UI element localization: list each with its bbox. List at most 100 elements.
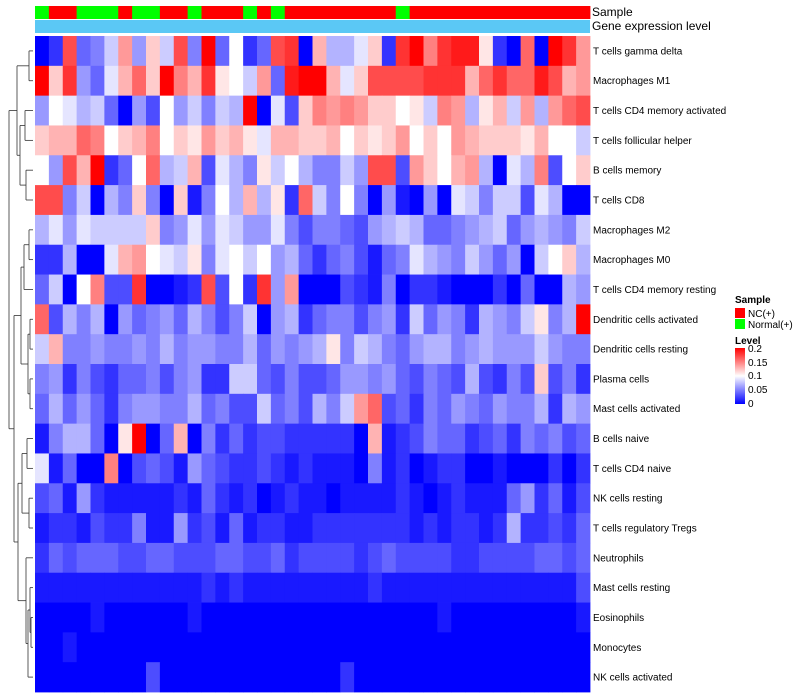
heatmap-cell (118, 453, 133, 484)
heatmap-cell (395, 155, 411, 186)
heatmap-cell (492, 65, 508, 97)
sample-annotation-cell (215, 6, 230, 19)
sample-annotation-cell (368, 6, 383, 19)
heatmap-cell (146, 662, 161, 693)
heatmap-cell (187, 393, 202, 425)
heatmap-cell (201, 244, 216, 275)
heatmap-cell (298, 304, 313, 335)
heatmap-cell (62, 542, 78, 574)
heatmap-cell (187, 274, 202, 305)
heatmap-cell (479, 364, 494, 395)
heatmap-cell (284, 423, 300, 454)
heatmap-cell (451, 334, 466, 365)
heatmap-cell (159, 632, 175, 663)
heatmap-cell (35, 274, 50, 305)
row-label: T cells regulatory Tregs (593, 524, 697, 535)
heatmap-cell (354, 334, 369, 365)
heatmap-cell (354, 65, 369, 97)
heatmap-cell (548, 185, 563, 216)
heatmap-cell (159, 602, 175, 633)
row-label: T cells CD8 (593, 196, 645, 207)
heatmap-cell (479, 542, 494, 574)
sample-annotation-cell (243, 6, 258, 19)
heatmap-cell (506, 364, 522, 395)
heatmap-cell (409, 662, 424, 693)
heatmap-cell (298, 244, 313, 275)
heatmap-cell (548, 632, 563, 663)
heatmap-cell (576, 155, 591, 186)
heatmap-cell (548, 602, 563, 633)
heatmap-cell (437, 95, 452, 126)
heatmap-cell (381, 185, 397, 216)
heatmap-cell (284, 36, 300, 67)
heatmap-cell (423, 364, 438, 395)
sample-annotation-cell (270, 6, 286, 19)
heatmap-cell (548, 214, 563, 246)
heatmap-cell (423, 274, 438, 305)
heatmap-cell (465, 632, 480, 663)
heatmap-cell (409, 185, 424, 216)
heatmap-cell (104, 423, 119, 454)
heatmap-cell (270, 662, 286, 693)
heatmap-cell (187, 572, 202, 603)
heatmap-cell (90, 95, 105, 126)
heatmap-cell (132, 453, 147, 484)
heatmap-cell (562, 36, 577, 67)
heatmap-cell (243, 214, 258, 246)
heatmap-cell (35, 334, 50, 365)
heatmap-cell (381, 453, 397, 484)
sample-annotation-cell (298, 6, 313, 19)
heatmap-cell (395, 304, 411, 335)
heatmap-cell (506, 423, 522, 454)
heatmap-cell (326, 483, 341, 514)
heatmap-cell (270, 423, 286, 454)
heatmap-cell (48, 304, 64, 335)
heatmap-cell (381, 542, 397, 574)
heatmap-cell (104, 36, 119, 67)
heatmap-cell (284, 542, 300, 574)
heatmap-cell (312, 274, 327, 305)
heatmap-cell (534, 36, 549, 67)
heatmap-cell (159, 304, 175, 335)
heatmap-cell (576, 513, 591, 544)
heatmap-cell (146, 304, 161, 335)
heatmap-cell (548, 423, 563, 454)
sample-annotation-cell (451, 6, 466, 19)
heatmap-cell (215, 483, 230, 514)
heatmap-cell (132, 95, 147, 126)
heatmap-cell (35, 304, 50, 335)
heatmap-cell (534, 125, 549, 156)
heatmap-cell (90, 423, 105, 454)
heatmap-cell (132, 542, 147, 574)
heatmap-cell (423, 95, 438, 126)
sample-annotation-cell (35, 6, 50, 19)
heatmap-cell (76, 155, 91, 186)
heatmap-cell (451, 513, 466, 544)
heatmap-cell (562, 662, 577, 693)
heatmap-cell (354, 95, 369, 126)
heatmap-cell (159, 483, 175, 514)
heatmap-cell (76, 364, 91, 395)
heatmap-cell (381, 95, 397, 126)
heatmap-cell (465, 602, 480, 633)
heatmap-cell (62, 304, 78, 335)
heatmap-cell (90, 274, 105, 305)
heatmap-cell (312, 334, 327, 365)
heatmap-cell (159, 423, 175, 454)
heatmap-cell (215, 632, 230, 663)
heatmap-cell (118, 185, 133, 216)
heatmap-cell (104, 483, 119, 514)
heatmap-cell (492, 185, 508, 216)
heatmap-cell (90, 244, 105, 275)
heatmap-cell (354, 155, 369, 186)
heatmap-cell (215, 364, 230, 395)
heatmap-cell (479, 453, 494, 484)
heatmap-cell (312, 453, 327, 484)
heatmap-cell (146, 602, 161, 633)
heatmap-cell (451, 483, 466, 514)
heatmap-cell (118, 632, 133, 663)
heatmap-cell (312, 364, 327, 395)
sample-annotation-cell (354, 6, 369, 19)
sample-annotation-cell (548, 6, 563, 19)
